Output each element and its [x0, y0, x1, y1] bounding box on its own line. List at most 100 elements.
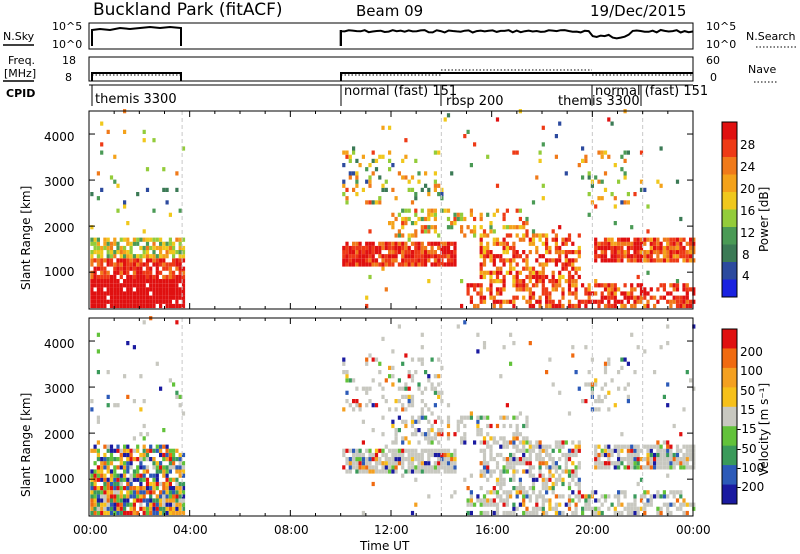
velocity-cell [646, 498, 650, 503]
velocity-cell [345, 399, 349, 404]
velocity-cell [142, 510, 146, 516]
velocity-cell [181, 502, 186, 507]
power-cell [597, 150, 601, 155]
velocity-cell [165, 457, 169, 462]
power-cell [567, 258, 572, 263]
velocity-cell [119, 477, 123, 482]
velocity-cell [554, 494, 558, 499]
power-cell [342, 262, 346, 267]
velocity-cell [630, 510, 634, 516]
velocity-cell [126, 477, 130, 482]
velocity-cell [433, 469, 437, 474]
power-cell [391, 241, 395, 246]
power-cell [620, 241, 624, 246]
velocity-cell [564, 469, 568, 474]
power-cell [669, 245, 673, 251]
velocity-cell [132, 448, 136, 453]
velocity-ylabel: Slant Range [km] [19, 393, 33, 497]
power-cell [378, 254, 382, 259]
power-cell [469, 299, 473, 304]
velocity-cell [486, 490, 490, 495]
power-cell [178, 250, 182, 255]
power-cell [581, 283, 585, 288]
power-cell [443, 250, 447, 255]
power-cell [424, 250, 428, 255]
velocity-cell [93, 481, 97, 487]
velocity-cell [378, 370, 382, 375]
velocity-cell [132, 490, 136, 495]
power-cell [116, 266, 120, 271]
velocity-cell [172, 494, 176, 499]
velocity-cell [535, 477, 539, 482]
velocity-cell [564, 461, 568, 466]
power-cell [669, 237, 673, 242]
velocity-cell [394, 452, 398, 458]
velocity-cell [181, 465, 186, 470]
velocity-cell [178, 452, 182, 458]
power-cell [505, 225, 509, 230]
velocity-cell [682, 444, 686, 449]
velocity-cell [538, 457, 542, 462]
power-cbar-tick-4: 4 [742, 269, 750, 283]
velocity-cell [453, 448, 457, 453]
power-cell [142, 295, 146, 300]
velocity-cell [348, 378, 352, 383]
power-cell [620, 303, 624, 309]
velocity-cell [119, 498, 123, 503]
power-cell [620, 154, 624, 159]
velocity-cell [181, 498, 186, 503]
power-cell [145, 291, 150, 296]
power-cell [142, 287, 146, 292]
power-cell [610, 241, 614, 246]
power-cell [410, 221, 415, 226]
velocity-cell [394, 469, 398, 474]
velocity-cell [437, 428, 441, 433]
velocity-colorbar: 200 100 50 15 -15 -50 -100 -200 Velocity… [721, 328, 771, 505]
velocity-cell [571, 477, 575, 482]
velocity-cell [152, 465, 156, 470]
velocity-cell [469, 510, 473, 516]
power-cell [113, 237, 117, 242]
power-cell [476, 303, 480, 309]
velocity-cell [90, 486, 94, 491]
velocity-cell [181, 461, 186, 466]
power-cell [567, 233, 572, 238]
velocity-cell [437, 357, 441, 362]
power-cell [420, 229, 424, 234]
power-cell [145, 254, 150, 259]
velocity-cell [394, 457, 398, 462]
power-cell [463, 233, 467, 238]
power-cell [388, 167, 392, 172]
velocity-cell [149, 510, 153, 516]
velocity-cell [567, 502, 572, 507]
velocity-cell [149, 486, 153, 491]
velocity-cell [577, 486, 581, 491]
velocity-cell [482, 415, 487, 420]
velocity-cell [518, 461, 522, 466]
velocity-cell [345, 448, 349, 453]
velocity-cell [630, 461, 634, 466]
power-cell [600, 154, 604, 159]
velocity-cell [162, 506, 166, 511]
power-cell [155, 262, 159, 267]
velocity-cell [603, 448, 608, 453]
power-cell [96, 295, 100, 300]
velocity-cell [482, 345, 487, 350]
power-cell [437, 262, 441, 267]
velocity-cell [155, 486, 159, 491]
velocity-cell [672, 423, 676, 429]
power-cell [417, 262, 421, 267]
velocity-cell [548, 452, 552, 458]
velocity-cell [505, 494, 509, 499]
power-cell [558, 225, 562, 230]
velocity-cell [178, 494, 182, 499]
velocity-cell [646, 502, 650, 507]
velocity-cell [175, 506, 179, 511]
power-cell [469, 208, 473, 213]
velocity-cell [106, 465, 110, 470]
power-cell [358, 163, 362, 168]
velocity-cell [617, 457, 621, 462]
velocity-cell [675, 461, 680, 466]
velocity-cell [450, 469, 454, 474]
power-cell [545, 299, 549, 304]
